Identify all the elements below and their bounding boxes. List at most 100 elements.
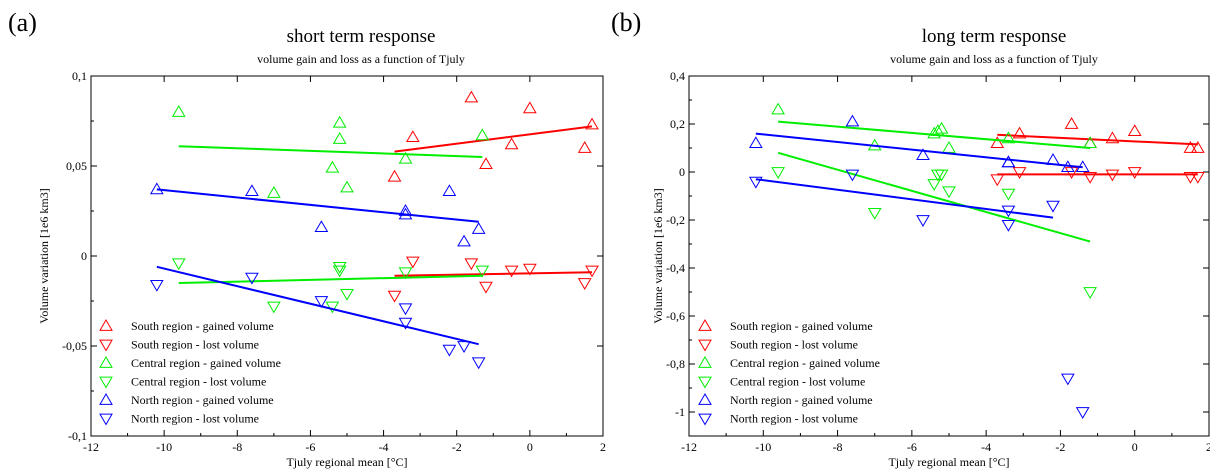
south-region-lost-volume-point xyxy=(522,263,537,276)
north-region-gained-volume-point xyxy=(1046,153,1060,165)
south-region-gained-volume-point xyxy=(522,101,537,114)
panel-label: (b) xyxy=(611,8,642,37)
central-region-lost-volume-point xyxy=(867,207,882,220)
central-region-lost-volume-point xyxy=(934,169,949,182)
legend-marker xyxy=(99,356,113,368)
south-region-lost-volume-point xyxy=(1064,167,1079,179)
central-region-lost-volume-point xyxy=(475,265,490,278)
north-region-lost-volume-point xyxy=(748,176,763,189)
x-tick-label: 0 xyxy=(527,440,533,454)
south-region-lost-volume-point xyxy=(577,278,592,290)
south-region-gained-volume-point xyxy=(1183,141,1198,153)
legend-label: Central region - gained volume xyxy=(131,356,281,370)
chart-subtitle: volume gain and loss as a function of Tj… xyxy=(257,52,465,66)
x-tick-label: 0 xyxy=(1132,440,1138,454)
chart-panel-b: (b) long term response volume gain and l… xyxy=(605,0,1210,472)
y-tick-label: 0 xyxy=(679,165,685,179)
north-region-gained-volume-point xyxy=(748,136,763,149)
central-region-lost-volume-point xyxy=(398,267,413,280)
legend-label: South region - lost volume xyxy=(730,338,858,352)
central-region-lost-volume-point xyxy=(927,179,942,191)
central-region-gained-volume-point xyxy=(332,115,347,128)
north-region-lost-volume-fit-line xyxy=(755,178,1054,219)
y-tick-label: 0,1 xyxy=(72,69,87,83)
north-region-gained-volume-fit-line xyxy=(156,188,479,223)
north-region-gained-volume-point xyxy=(442,184,457,197)
south-region-gained-volume-point xyxy=(1127,124,1142,137)
central-region-lost-volume-point xyxy=(1083,287,1098,299)
legend-marker xyxy=(99,413,113,426)
south-region-gained-volume-point xyxy=(1105,131,1120,144)
x-tick-label: -12 xyxy=(83,440,99,454)
y-tick-label: -0,6 xyxy=(666,309,685,323)
legend-marker xyxy=(698,356,712,368)
north-region-lost-volume-point xyxy=(1046,200,1060,213)
central-region-gained-volume-point xyxy=(340,180,354,193)
x-tick-label: -2 xyxy=(1055,440,1065,454)
legend-marker xyxy=(99,376,113,389)
south-region-gained-volume-point xyxy=(479,157,493,170)
north-region-lost-volume-point xyxy=(245,272,259,285)
south-region-gained-volume-point xyxy=(405,130,420,143)
north-region-lost-volume-point xyxy=(149,279,164,292)
central-region-gained-volume-point xyxy=(266,186,281,198)
y-tick-label: 0,05 xyxy=(66,159,87,173)
north-region-lost-volume-point xyxy=(457,341,471,353)
chart-title: short term response xyxy=(286,26,436,47)
south-region-gained-volume-point xyxy=(464,90,479,103)
central-region-lost-volume-point xyxy=(332,265,347,278)
north-region-gained-volume-point xyxy=(398,204,413,216)
x-tick-label: -2 xyxy=(452,440,462,454)
legend-label: Central region - lost volume xyxy=(131,375,266,389)
north-region-lost-volume-point xyxy=(1001,205,1016,218)
south-region-gained-volume-point xyxy=(387,169,402,182)
legend-label: South region - lost volume xyxy=(131,338,259,352)
central-region-gained-volume-point xyxy=(475,128,490,141)
central-region-gained-volume-fit-line xyxy=(778,120,1091,149)
legend-marker xyxy=(698,319,712,331)
y-tick-label: 0,2 xyxy=(670,117,685,131)
legend-marker xyxy=(698,339,712,352)
central-region-gained-volume-point xyxy=(1083,136,1098,149)
north-region-gained-volume-point xyxy=(398,207,413,220)
y-tick-label: 0 xyxy=(81,249,87,263)
x-tick-label: -10 xyxy=(156,440,172,454)
north-region-gained-volume-point xyxy=(149,182,164,195)
south-region-lost-volume-point xyxy=(479,281,493,294)
central-region-lost-volume-fit-line xyxy=(178,274,483,284)
north-region-lost-volume-point xyxy=(442,344,457,357)
south-region-gained-volume-point xyxy=(1064,117,1079,129)
central-region-gained-volume-point xyxy=(1001,131,1016,144)
north-region-gained-volume-point xyxy=(245,184,259,197)
south-region-lost-volume-point xyxy=(1012,167,1027,179)
scatter-plot: -12 -10 -8 -6 -4 -2 0 2 -0,1 -0,05 0 0,05 0,1 Tjuly r… xyxy=(37,69,606,469)
north-region-lost-volume-point xyxy=(471,357,486,370)
central-region-lost-volume-point xyxy=(171,258,186,271)
x-axis-label: Tjuly regional mean [°C] xyxy=(286,455,407,469)
central-region-gained-volume-point xyxy=(942,141,956,153)
south-region-lost-volume-point xyxy=(585,265,599,278)
central-region-lost-volume-point xyxy=(266,301,281,314)
y-tick-label: -0,05 xyxy=(62,339,87,353)
north-region-lost-volume-point xyxy=(916,215,930,227)
central-region-gained-volume-point xyxy=(771,102,786,115)
south-region-lost-volume-point xyxy=(990,174,1005,187)
south-region-lost-volume-point xyxy=(1190,171,1205,184)
central-region-gained-volume-point xyxy=(398,151,413,164)
y-tick-label: -1 xyxy=(675,405,685,419)
x-tick-label: -12 xyxy=(681,440,697,454)
south-region-gained-volume-fit-line xyxy=(394,125,593,153)
legend-label: South region - gained volume xyxy=(730,319,873,333)
south-region-gained-volume-point xyxy=(504,137,519,150)
panel-label: (a) xyxy=(8,8,37,37)
north-region-gained-volume-fit-line xyxy=(755,132,1083,169)
x-tick-label: 2 xyxy=(1206,440,1210,454)
x-tick-label: -10 xyxy=(755,440,771,454)
south-region-gained-volume-point xyxy=(1190,141,1205,153)
legend-label: North region - gained volume xyxy=(730,393,873,407)
south-region-gained-volume-fit-line xyxy=(997,133,1198,146)
x-tick-label: -8 xyxy=(232,440,242,454)
y-tick-label: -0,1 xyxy=(68,429,87,443)
central-region-lost-volume-point xyxy=(340,288,354,301)
central-region-gained-volume-point xyxy=(934,121,949,134)
